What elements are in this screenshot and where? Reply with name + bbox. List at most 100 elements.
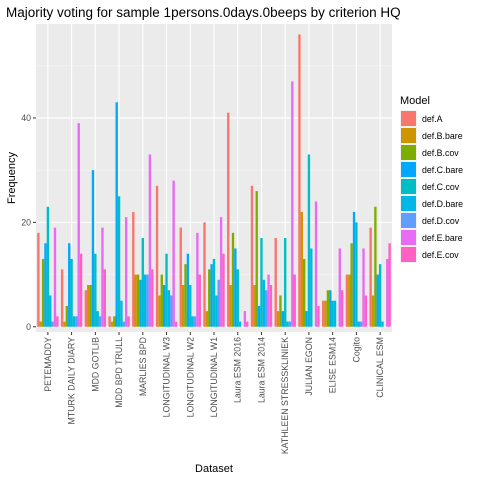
bar	[117, 196, 121, 327]
legend-key	[401, 128, 416, 143]
bar	[72, 316, 76, 327]
bar	[300, 211, 303, 327]
bar	[132, 211, 135, 327]
bar	[134, 274, 137, 327]
bar	[203, 222, 206, 327]
bar	[146, 274, 149, 327]
bar	[89, 285, 92, 327]
y-axis-title: Frequency	[6, 152, 18, 204]
bar	[222, 253, 225, 327]
bar	[148, 154, 152, 327]
bar	[238, 321, 242, 327]
bar	[210, 264, 213, 327]
legend-label: def.B.bare	[422, 131, 463, 141]
legend-key	[401, 196, 416, 211]
x-tick-label: MARLIES BPD	[138, 337, 148, 396]
bar	[274, 238, 277, 327]
bar	[60, 269, 64, 327]
bar	[167, 290, 171, 327]
chart-title: Majority voting for sample 1persons.0day…	[6, 5, 401, 20]
y-tick-label: 0	[26, 322, 31, 332]
bar	[376, 274, 379, 327]
bar	[51, 321, 54, 327]
bar	[305, 311, 308, 327]
x-tick-label: PETEMADDY	[43, 337, 53, 392]
bar	[255, 191, 258, 327]
bar	[352, 211, 356, 327]
bar	[172, 180, 175, 327]
bar	[53, 227, 57, 327]
bar	[340, 290, 344, 327]
bar	[139, 279, 142, 327]
bar	[262, 279, 266, 327]
bar	[246, 321, 249, 327]
bar	[355, 222, 358, 327]
bar	[333, 300, 337, 327]
bar	[215, 295, 218, 327]
bar	[162, 285, 166, 327]
bar	[75, 316, 78, 327]
legend-key	[401, 230, 416, 245]
bar	[314, 201, 318, 327]
bar	[84, 290, 88, 327]
legend: Model def.A def.B.bare def.B.cov def.C.bare…	[400, 95, 463, 263]
bar	[307, 154, 311, 327]
bar	[364, 295, 368, 327]
bar	[44, 243, 47, 327]
y-tick-label: 40	[21, 113, 31, 123]
bar	[350, 243, 353, 327]
legend-label: def.A	[422, 114, 443, 124]
legend-label: def.E.bare	[422, 233, 463, 243]
bar	[96, 311, 99, 327]
bar	[231, 232, 235, 327]
bar	[276, 311, 280, 327]
bar	[65, 305, 69, 327]
bar	[208, 269, 211, 327]
x-tick-label: LONGITUDINAL W1	[209, 337, 219, 417]
bar	[186, 253, 190, 327]
bar	[369, 227, 372, 327]
bar	[68, 243, 71, 327]
bar	[87, 285, 90, 327]
bar	[303, 258, 306, 327]
bar	[310, 248, 313, 327]
bar	[70, 258, 73, 327]
x-tick-label: LONGITUDINAL W2	[185, 337, 195, 417]
legend-label: def.D.bare	[422, 199, 463, 209]
bar	[63, 321, 66, 327]
legend-label: def.B.cov	[422, 148, 459, 158]
legend-key	[401, 213, 416, 228]
legend-key	[401, 162, 416, 177]
bar	[217, 279, 220, 327]
bar	[321, 300, 325, 327]
bar	[324, 300, 327, 327]
bar	[77, 123, 80, 327]
bar	[127, 316, 130, 327]
bar	[234, 248, 237, 327]
bar	[165, 253, 168, 327]
bar	[158, 295, 161, 327]
bar	[243, 311, 247, 327]
y-tick-label: 20	[21, 217, 31, 227]
bar	[79, 253, 83, 327]
bar	[267, 274, 270, 327]
bar	[184, 264, 187, 327]
x-tick-label: ELISE ESM14	[328, 337, 338, 393]
bar	[371, 295, 375, 327]
x-axis-title: Dataset	[195, 463, 233, 475]
legend-label: def.D.cov	[422, 216, 460, 226]
bar	[288, 321, 292, 327]
bar	[329, 290, 332, 327]
bar	[212, 258, 216, 327]
legend-title: Model	[400, 95, 430, 107]
bar	[141, 238, 144, 327]
x-tick-label: LONGITUDINAL W3	[162, 337, 172, 417]
bar	[125, 217, 128, 327]
x-tick-label: Laura ESM 2016	[233, 337, 243, 403]
bar	[260, 238, 263, 327]
legend-key	[401, 111, 416, 126]
bar	[298, 34, 301, 327]
bar	[39, 321, 42, 327]
bar	[191, 316, 194, 327]
